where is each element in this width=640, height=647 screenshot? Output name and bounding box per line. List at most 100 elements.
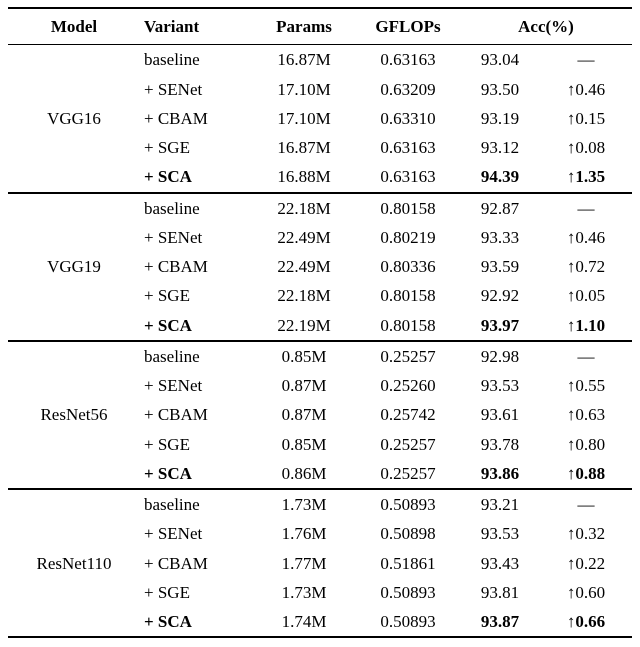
variant-cell: + SCA (144, 167, 192, 187)
params-cell: 1.73M (252, 487, 356, 520)
gflops-cell: 0.25257 (356, 339, 460, 371)
table-row: + SCA 0.86M 0.25257 93.86 ↑0.88 (8, 459, 632, 489)
variant-cell: + SCA (144, 315, 192, 335)
variant-cell: + SENet (144, 524, 203, 544)
table-row: + SCA 22.19M 0.80158 93.97 ↑1.10 (8, 311, 632, 341)
variant-cell: + SCA (144, 612, 192, 631)
variant-cell: + SENet (144, 79, 203, 99)
variant-cell: baseline (140, 487, 252, 520)
acc-delta-cell: ↑1.35 (566, 167, 606, 187)
gflops-cell: 0.80158 (380, 286, 436, 306)
gflops-cell: 0.50893 (380, 582, 436, 602)
params-cell: 22.18M (252, 191, 356, 223)
acc-cell: 93.59 (480, 257, 520, 276)
header-params: Params (252, 8, 356, 46)
gflops-cell: 0.80158 (356, 191, 460, 223)
acc-delta-cell: ↑0.88 (566, 463, 606, 483)
gflops-cell: 0.63310 (380, 108, 436, 128)
params-cell: 1.73M (281, 582, 327, 602)
gflops-cell: 0.50893 (380, 612, 436, 631)
acc-cell: 93.12 (480, 138, 520, 157)
params-cell: 0.86M (281, 463, 327, 483)
table-row: ResNet110 baseline 1.73M 0.50893 93.21— (8, 487, 632, 638)
params-cell: 16.87M (277, 138, 331, 157)
acc-delta-cell: ↑0.60 (566, 582, 606, 602)
model-name: ResNet110 (8, 487, 140, 638)
variant-cell: + CBAM (144, 553, 208, 573)
table-row: + CBAM 0.87M 0.25742 93.61 ↑0.63 (8, 400, 632, 429)
acc-delta-cell: ↑0.46 (566, 227, 606, 247)
acc-cell: 93.81 (480, 582, 520, 602)
acc-cell: 92.87 (460, 191, 540, 223)
acc-delta-cell: ↑0.05 (566, 286, 606, 306)
variant-cell: + SGE (144, 286, 190, 306)
acc-delta-cell: — (540, 191, 632, 223)
variant-cell: + SENet (144, 227, 203, 247)
acc-cell: 93.87 (480, 612, 520, 631)
model-name: ResNet56 (8, 339, 140, 489)
acc-cell: 93.86 (480, 463, 520, 483)
table-row: VGG16 baseline 16.87M 0.63163 93.04 — (8, 45, 632, 128)
acc-cell: 94.39 (480, 167, 520, 187)
acc-cell: 93.61 (480, 405, 520, 425)
table-row: + CBAM 17.10M 0.63310 93.19 ↑0.15 (8, 104, 632, 133)
acc-delta-cell: ↑0.72 (566, 257, 606, 276)
table-row: ResNet56 baseline 0.85M 0.25257 92.98— (8, 339, 632, 489)
variant-cell: + SGE (144, 434, 190, 454)
table-row: + SGE 1.73M 0.50893 93.81 ↑0.60 (8, 578, 632, 607)
variant-cell: + CBAM (144, 405, 208, 425)
table-row: + CBAM 1.77M 0.51861 93.43 ↑0.22 (8, 549, 632, 578)
gflops-cell: 0.63163 (380, 138, 436, 157)
table-row: + SGE 22.18M 0.80158 92.92 ↑0.05 (8, 281, 632, 310)
model-name: VGG16 (47, 108, 101, 128)
acc-cell: 93.04 (480, 50, 520, 70)
acc-delta-cell: ↑0.46 (566, 79, 606, 99)
params-cell: 0.87M (281, 405, 327, 425)
params-cell: 22.18M (277, 286, 331, 306)
table-row: + SGE 0.85M 0.25257 93.78 ↑0.80 (8, 430, 632, 459)
table-row: + SCA 16.88M 0.63163 94.39 ↑1.35 (8, 162, 632, 192)
acc-delta-cell: ↑0.08 (566, 138, 606, 157)
header-variant: Variant (140, 8, 252, 46)
gflops-cell: 0.25742 (380, 405, 436, 425)
model-name: VGG19 (8, 191, 140, 341)
acc-cell: 93.97 (480, 315, 520, 335)
gflops-cell: 0.63209 (380, 79, 436, 99)
acc-delta-cell: ↑0.66 (566, 612, 606, 631)
params-cell: 1.76M (281, 524, 327, 544)
table-row: + SENet 17.10M 0.63209 93.50 ↑0.46 (8, 75, 632, 104)
table-row: VGG19 baseline 22.18M 0.80158 92.87— (8, 191, 632, 341)
acc-delta-cell: — (540, 487, 632, 520)
gflops-cell: 0.25260 (380, 376, 436, 395)
gflops-cell: 0.63163 (380, 50, 436, 70)
params-cell: 0.87M (281, 376, 327, 395)
acc-delta-cell: ↑0.15 (566, 108, 606, 128)
gflops-cell: 0.25257 (380, 463, 436, 483)
params-cell: 17.10M (277, 79, 331, 99)
gflops-cell: 0.50898 (380, 524, 436, 544)
header-row: Model Variant Params GFLOPs Acc(%) (8, 8, 632, 46)
params-cell: 22.19M (277, 315, 331, 335)
header-model: Model (8, 8, 140, 46)
gflops-cell: 0.80158 (380, 315, 436, 335)
table-row: + SENet 0.87M 0.25260 93.53 ↑0.55 (8, 371, 632, 400)
acc-delta-cell: ↑1.10 (566, 315, 606, 335)
variant-cell: + SENet (144, 376, 203, 395)
variant-cell: + SGE (144, 582, 190, 602)
acc-cell: 93.78 (480, 434, 520, 454)
table-row: + CBAM 22.49M 0.80336 93.59 ↑0.72 (8, 252, 632, 281)
variant-cell: baseline (140, 191, 252, 223)
header-acc: Acc(%) (460, 8, 632, 46)
acc-cell: 93.33 (480, 227, 520, 247)
acc-delta-cell: ↑0.55 (566, 376, 606, 395)
variant-cell: baseline (144, 50, 200, 70)
gflops-cell: 0.51861 (380, 553, 436, 573)
acc-delta-cell: ↑0.32 (566, 524, 606, 544)
table-row: + SENet 1.76M 0.50898 93.53 ↑0.32 (8, 519, 632, 548)
acc-cell: 93.53 (480, 376, 520, 395)
variant-cell: + CBAM (144, 257, 208, 276)
table-row: + SCA 1.74M 0.50893 93.87 ↑0.66 (8, 607, 632, 637)
acc-cell: 93.53 (480, 524, 520, 544)
acc-cell: 92.92 (480, 286, 520, 306)
